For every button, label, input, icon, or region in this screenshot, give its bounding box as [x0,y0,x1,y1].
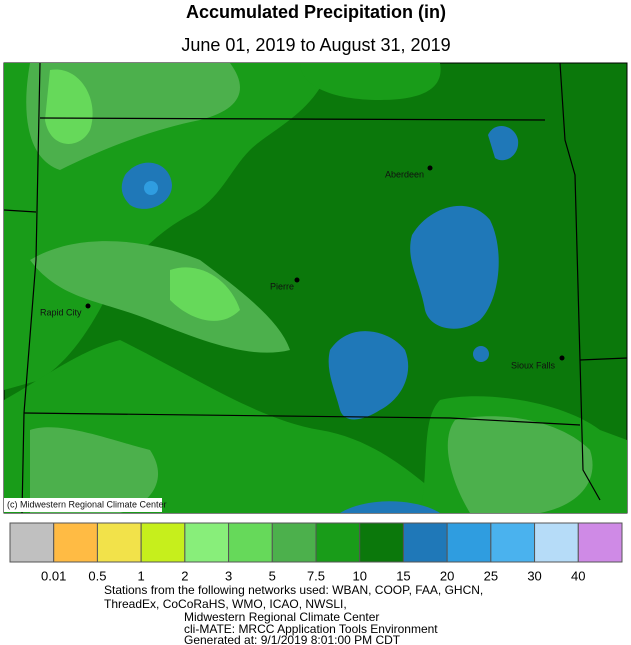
legend-swatch [577,522,623,563]
footer-line: Generated at: 9/1/2019 8:01:00 PM CDT [184,633,401,645]
legend-label: 20 [440,568,454,583]
city-label: Rapid City [40,307,82,317]
legend-swatch [534,522,579,563]
legend-label: 0.01 [41,568,66,583]
legend-swatch [184,522,230,563]
legend-swatch [446,522,492,563]
legend-label: 25 [484,568,498,583]
map: Aberdeen Pierre Rapid City Sioux Falls (… [3,62,628,514]
legend-label: 3 [225,568,232,583]
copyright: (c) Midwestern Regional Climate Center [7,499,167,509]
footer-line: cli-MATE: MRCC Application Tools Environ… [184,622,438,636]
city-label: Pierre [270,281,294,291]
legend-label: 0.5 [88,568,106,583]
footer-line: ThreadEx, CoCoRaHS, WMO, ICAO, NWSLI, [104,597,347,611]
subtitle: June 01, 2019 to August 31, 2019 [181,35,450,55]
legend-label: 1 [138,568,145,583]
legend-label: 10 [352,568,366,583]
legend-swatch [9,522,55,563]
city-label: Aberdeen [385,169,424,179]
legend-swatch [402,522,448,563]
legend-swatch [96,522,142,563]
footer-line: Midwestern Regional Climate Center [184,610,379,624]
legend-label: 30 [527,568,541,583]
footer-line: Stations from the following networks use… [104,583,483,597]
legend-swatch [271,522,317,563]
legend-swatch [228,522,273,563]
city-label: Sioux Falls [511,360,556,370]
legend-swatch [359,522,404,563]
legend-label: 5 [269,568,276,583]
title: Accumulated Precipitation (in) [186,2,446,22]
legend-label: 2 [181,568,188,583]
legend-swatch [490,522,536,563]
legend-swatch [140,522,186,563]
legend-swatch [53,522,98,563]
legend-swatch [315,522,361,563]
legend-label: 15 [396,568,410,583]
legend-label: 40 [571,568,585,583]
legend-label: 7.5 [307,568,325,583]
legend: 0.01 0.5 1 2 3 5 7.5 10 15 20 25 30 40 [9,522,623,583]
